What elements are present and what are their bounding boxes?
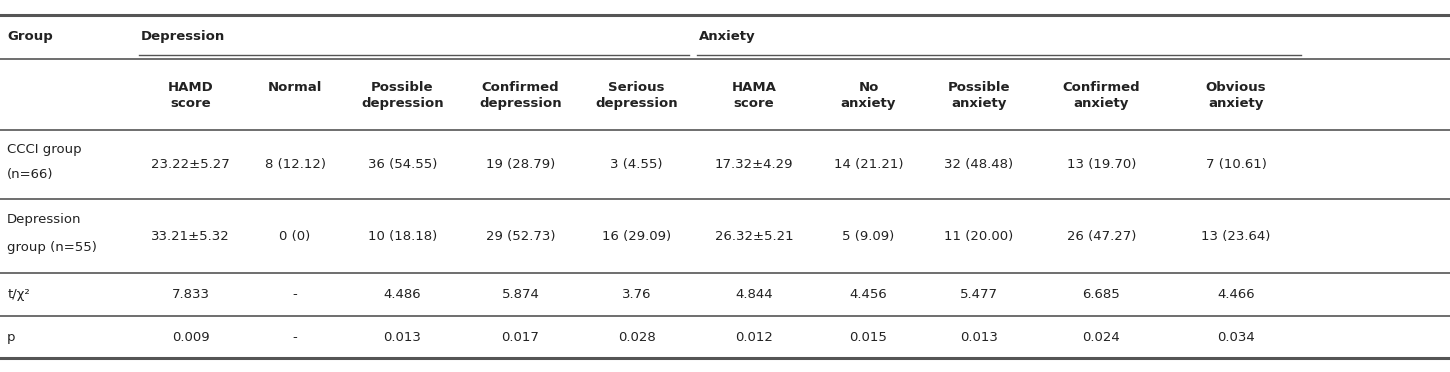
Text: 32 (48.48): 32 (48.48) bbox=[944, 158, 1014, 171]
Text: Possible: Possible bbox=[947, 81, 1011, 94]
Text: 4.456: 4.456 bbox=[850, 288, 887, 301]
Text: p: p bbox=[7, 331, 16, 343]
Text: Anxiety: Anxiety bbox=[699, 31, 755, 43]
Text: 0.012: 0.012 bbox=[735, 331, 773, 343]
Text: 14 (21.21): 14 (21.21) bbox=[834, 158, 903, 171]
Text: 0.013: 0.013 bbox=[960, 331, 998, 343]
Text: Possible: Possible bbox=[371, 81, 434, 94]
Text: 10 (18.18): 10 (18.18) bbox=[368, 230, 436, 243]
Text: depression: depression bbox=[480, 97, 561, 110]
Text: -: - bbox=[293, 288, 297, 301]
Text: HAMD: HAMD bbox=[168, 81, 213, 94]
Text: anxiety: anxiety bbox=[951, 97, 1006, 110]
Text: 4.486: 4.486 bbox=[384, 288, 420, 301]
Text: 23.22±5.27: 23.22±5.27 bbox=[151, 158, 231, 171]
Text: 0.009: 0.009 bbox=[173, 331, 209, 343]
Text: Depression: Depression bbox=[141, 31, 225, 43]
Text: 33.21±5.32: 33.21±5.32 bbox=[151, 230, 231, 243]
Text: CCCI group: CCCI group bbox=[7, 143, 81, 156]
Text: -: - bbox=[293, 331, 297, 343]
Text: 6.685: 6.685 bbox=[1082, 288, 1121, 301]
Text: 26 (47.27): 26 (47.27) bbox=[1067, 230, 1135, 243]
Text: 13 (23.64): 13 (23.64) bbox=[1202, 230, 1270, 243]
Text: 11 (20.00): 11 (20.00) bbox=[944, 230, 1014, 243]
Text: t/χ²: t/χ² bbox=[7, 288, 30, 301]
Text: Normal: Normal bbox=[268, 81, 322, 94]
Text: 17.32±4.29: 17.32±4.29 bbox=[715, 158, 793, 171]
Text: 7 (10.61): 7 (10.61) bbox=[1206, 158, 1266, 171]
Text: HAMA: HAMA bbox=[732, 81, 776, 94]
Text: 26.32±5.21: 26.32±5.21 bbox=[715, 230, 793, 243]
Text: 3 (4.55): 3 (4.55) bbox=[610, 158, 663, 171]
Text: 13 (19.70): 13 (19.70) bbox=[1067, 158, 1135, 171]
Text: score: score bbox=[170, 97, 212, 110]
Text: 5.874: 5.874 bbox=[502, 288, 539, 301]
Text: 29 (52.73): 29 (52.73) bbox=[486, 230, 555, 243]
Text: depression: depression bbox=[596, 97, 677, 110]
Text: 19 (28.79): 19 (28.79) bbox=[486, 158, 555, 171]
Text: 5 (9.09): 5 (9.09) bbox=[842, 230, 895, 243]
Text: 5.477: 5.477 bbox=[960, 288, 998, 301]
Text: Depression: Depression bbox=[7, 214, 81, 226]
Text: Confirmed: Confirmed bbox=[1063, 81, 1140, 94]
Text: Confirmed: Confirmed bbox=[481, 81, 560, 94]
Text: anxiety: anxiety bbox=[1073, 97, 1130, 110]
Text: 0.015: 0.015 bbox=[850, 331, 887, 343]
Text: group (n=55): group (n=55) bbox=[7, 241, 97, 254]
Text: (n=66): (n=66) bbox=[7, 169, 54, 182]
Text: 0.024: 0.024 bbox=[1082, 331, 1121, 343]
Text: 36 (54.55): 36 (54.55) bbox=[368, 158, 436, 171]
Text: 0 (0): 0 (0) bbox=[280, 230, 310, 243]
Text: 0.034: 0.034 bbox=[1217, 331, 1256, 343]
Text: 0.013: 0.013 bbox=[383, 331, 422, 343]
Text: 8 (12.12): 8 (12.12) bbox=[264, 158, 326, 171]
Text: 16 (29.09): 16 (29.09) bbox=[602, 230, 671, 243]
Text: 3.76: 3.76 bbox=[622, 288, 651, 301]
Text: Serious: Serious bbox=[609, 81, 664, 94]
Text: 0.028: 0.028 bbox=[618, 331, 655, 343]
Text: No: No bbox=[858, 81, 879, 94]
Text: 4.844: 4.844 bbox=[735, 288, 773, 301]
Text: 0.017: 0.017 bbox=[502, 331, 539, 343]
Text: score: score bbox=[734, 97, 774, 110]
Text: 7.833: 7.833 bbox=[171, 288, 210, 301]
Text: Group: Group bbox=[7, 31, 54, 43]
Text: 4.466: 4.466 bbox=[1218, 288, 1254, 301]
Text: anxiety: anxiety bbox=[841, 97, 896, 110]
Text: depression: depression bbox=[361, 97, 444, 110]
Text: Obvious: Obvious bbox=[1206, 81, 1266, 94]
Text: anxiety: anxiety bbox=[1208, 97, 1264, 110]
